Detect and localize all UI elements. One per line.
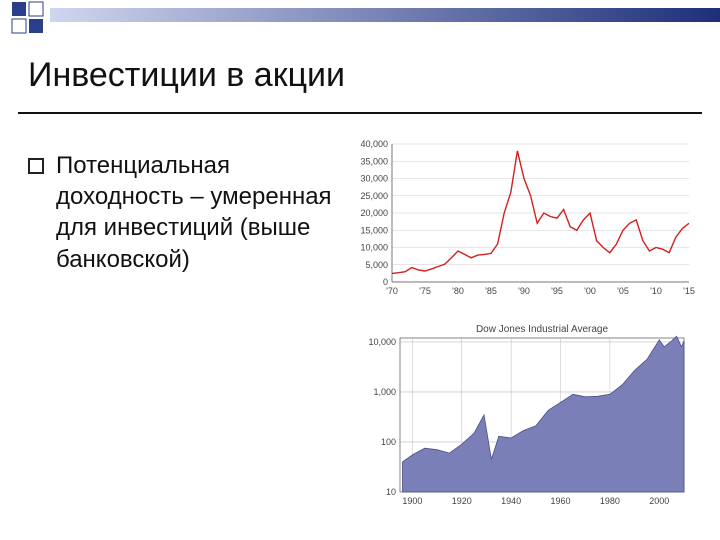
svg-text:25,000: 25,000 [360,191,388,201]
svg-text:'00: '00 [584,286,596,296]
svg-text:10: 10 [386,487,396,497]
bullet-marker-icon [28,158,44,174]
svg-text:5,000: 5,000 [365,260,388,270]
svg-text:35,000: 35,000 [360,156,388,166]
svg-text:10,000: 10,000 [360,243,388,253]
svg-text:30,000: 30,000 [360,174,388,184]
slide: Инвестиции в акции Потенциальная доходно… [0,0,720,540]
svg-text:1980: 1980 [600,496,620,506]
svg-text:1900: 1900 [402,496,422,506]
chart-top: 05,00010,00015,00020,00025,00030,00035,0… [350,140,695,300]
title-divider [18,112,702,114]
chart-bottom-svg: Dow Jones Industrial Average 10 100 1,000 10… [360,320,690,510]
svg-text:1,000: 1,000 [373,387,396,397]
svg-text:'95: '95 [551,286,563,296]
svg-text:20,000: 20,000 [360,208,388,218]
svg-text:1960: 1960 [551,496,571,506]
svg-text:10,000: 10,000 [368,337,396,347]
decorative-header-svg [0,0,720,34]
svg-text:15,000: 15,000 [360,225,388,235]
svg-text:1940: 1940 [501,496,521,506]
chart-bottom: Dow Jones Industrial Average 10 100 1,000 10… [360,320,690,510]
svg-text:Dow Jones Industrial Average: Dow Jones Industrial Average [476,324,609,335]
chart-top-svg: 05,00010,00015,00020,00025,00030,00035,0… [350,140,695,300]
decorative-header [0,0,720,34]
svg-text:'85: '85 [485,286,497,296]
body-text-area: Потенциальная доходность – умеренная для… [28,150,338,275]
bullet-text: Потенциальная доходность – умеренная для… [56,150,338,275]
slide-title: Инвестиции в акции [28,56,345,95]
svg-text:'75: '75 [419,286,431,296]
svg-text:'05: '05 [617,286,629,296]
svg-text:100: 100 [381,437,396,447]
svg-text:1920: 1920 [452,496,472,506]
bullet-item: Потенциальная доходность – умеренная для… [28,150,338,275]
svg-text:'10: '10 [650,286,662,296]
svg-text:2000: 2000 [649,496,669,506]
svg-text:'15: '15 [683,286,695,296]
svg-text:40,000: 40,000 [360,140,388,149]
svg-text:'70: '70 [386,286,398,296]
svg-text:'90: '90 [518,286,530,296]
svg-text:'80: '80 [452,286,464,296]
